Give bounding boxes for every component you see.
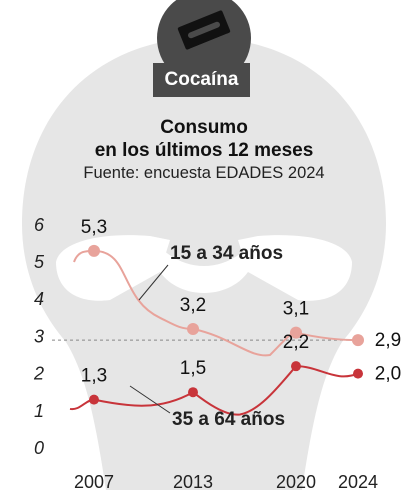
data-point-35-64-2007 bbox=[89, 394, 99, 405]
y-tick-label-1: 1 bbox=[34, 401, 44, 421]
chart-subtitle: Fuente: encuesta EDADES 2024 bbox=[83, 164, 325, 182]
axes-layer: 0 1 2 3 4 5 6 2007 2013 2020 2024 bbox=[33, 215, 378, 492]
data-point-15-34-2007 bbox=[88, 244, 100, 257]
data-label-35-64-2007: 1,3 bbox=[81, 366, 107, 387]
x-tick-label-2013: 2013 bbox=[173, 472, 213, 492]
data-point-15-34-2024 bbox=[352, 334, 364, 347]
leader-35-64 bbox=[129, 385, 171, 414]
y-tick-label-3: 3 bbox=[34, 326, 44, 346]
y-tick-label-5: 5 bbox=[34, 252, 45, 272]
data-label-15-34-2020: 3,1 bbox=[283, 299, 309, 320]
data-point-15-34-2020 bbox=[290, 326, 302, 339]
y-tick-label-2: 2 bbox=[33, 364, 44, 384]
y-tick-label-4: 4 bbox=[34, 289, 44, 309]
x-tick-label-2007: 2007 bbox=[74, 472, 114, 492]
chart-title-line-2: en los últimos 12 meses bbox=[94, 140, 314, 161]
series-name-15-34: 15 a 34 años bbox=[170, 243, 283, 264]
data-label-15-34-2007: 5,3 bbox=[81, 217, 107, 238]
y-tick-label-6: 6 bbox=[34, 215, 45, 235]
data-point-15-34-2013 bbox=[187, 322, 199, 335]
data-label-15-34-2013: 3,2 bbox=[180, 295, 206, 316]
series-layer bbox=[69, 244, 364, 416]
y-tick-label-0: 0 bbox=[34, 438, 44, 458]
data-label-35-64-2024: 2,0 bbox=[375, 364, 401, 385]
data-point-35-64-2013 bbox=[188, 387, 198, 398]
series-name-35-64: 35 a 64 años bbox=[172, 409, 285, 430]
data-point-35-64-2020 bbox=[291, 361, 301, 372]
data-label-35-64-2020: 2,2 bbox=[283, 332, 309, 353]
data-label-15-34-2024: 2,9 bbox=[375, 330, 401, 351]
labels-layer: 5,3 3,2 3,1 2,9 1,3 1,5 2,2 2,0 15 a 34 años 35 a… bbox=[81, 217, 401, 430]
data-point-35-64-2024 bbox=[353, 368, 363, 379]
data-label-35-64-2013: 1,5 bbox=[180, 358, 206, 379]
x-tick-label-2020: 2020 bbox=[276, 472, 316, 492]
drug-name-badge: Cocaína bbox=[153, 63, 250, 97]
x-tick-label-2024: 2024 bbox=[338, 472, 378, 492]
leader-15-34 bbox=[138, 264, 169, 301]
chart-title-line-1: Consumo bbox=[160, 117, 248, 138]
